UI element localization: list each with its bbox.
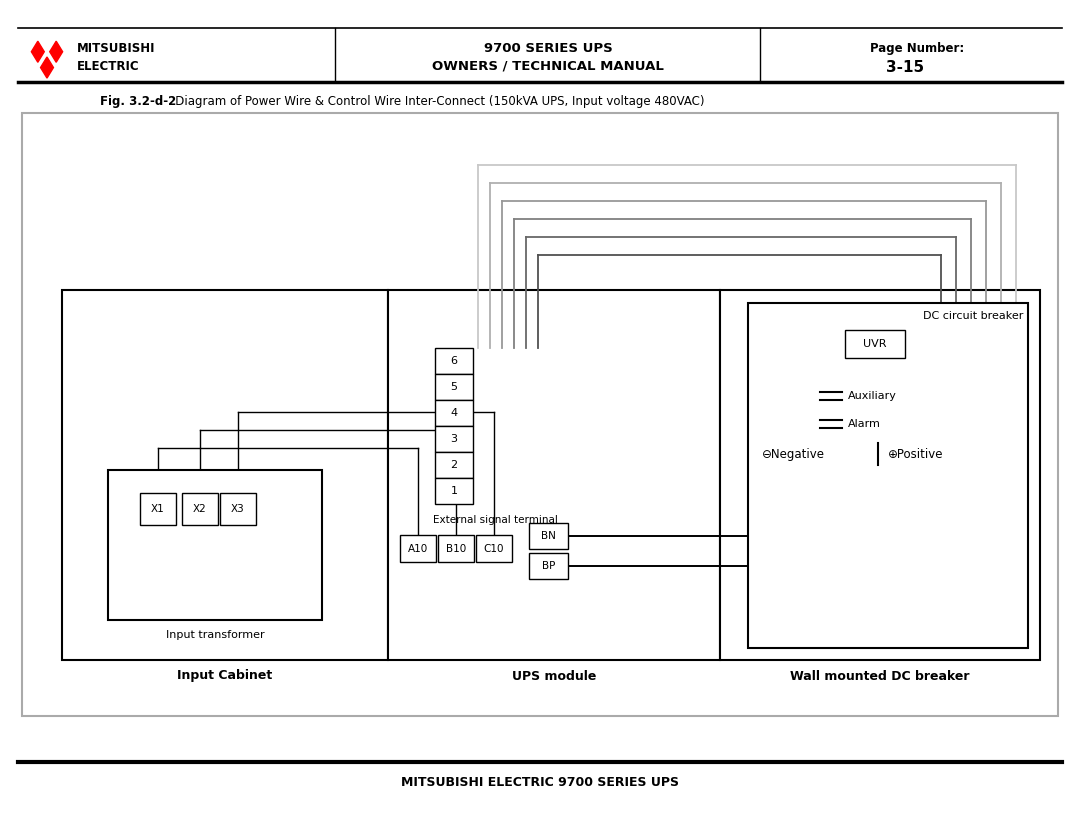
Polygon shape [31, 41, 44, 63]
Text: 3-15: 3-15 [886, 59, 924, 74]
Text: Alarm: Alarm [848, 419, 881, 429]
Polygon shape [50, 41, 63, 63]
Text: DC circuit breaker: DC circuit breaker [922, 311, 1023, 321]
Text: Fig. 3.2-d-2: Fig. 3.2-d-2 [100, 94, 176, 108]
Text: A10: A10 [408, 544, 428, 554]
Bar [748, 303, 1028, 648]
Text: 6: 6 [450, 356, 458, 366]
Bar [435, 478, 473, 504]
Bar [435, 348, 473, 374]
Text: Page Number:: Page Number: [870, 42, 964, 54]
Text: Input Cabinet: Input Cabinet [177, 670, 272, 682]
Text: OWNERS / TECHNICAL MANUAL: OWNERS / TECHNICAL MANUAL [432, 59, 664, 73]
Bar [438, 535, 474, 562]
Text: X3: X3 [231, 504, 245, 514]
Polygon shape [41, 57, 54, 78]
Text: 5: 5 [450, 382, 458, 392]
Text: Wall mounted DC breaker: Wall mounted DC breaker [791, 670, 970, 682]
Bar [183, 493, 218, 525]
Text: Diagram of Power Wire & Control Wire Inter-Connect (150kVA UPS, Input voltage 48: Diagram of Power Wire & Control Wire Int… [164, 94, 704, 108]
Bar [845, 330, 905, 358]
Text: B10: B10 [446, 544, 467, 554]
Bar [435, 426, 473, 452]
Text: ELECTRIC: ELECTRIC [77, 59, 139, 73]
Text: X1: X1 [151, 504, 165, 514]
Text: 4: 4 [450, 408, 458, 418]
Bar [720, 290, 1040, 660]
Text: Auxiliary: Auxiliary [848, 391, 896, 401]
Bar [529, 553, 568, 579]
Text: UPS module: UPS module [512, 670, 596, 682]
Text: 2: 2 [450, 460, 458, 470]
Bar [529, 523, 568, 549]
Bar [22, 113, 1058, 716]
Bar [62, 290, 388, 660]
Bar [435, 374, 473, 400]
Text: MITSUBISHI ELECTRIC 9700 SERIES UPS: MITSUBISHI ELECTRIC 9700 SERIES UPS [401, 776, 679, 788]
Text: External signal terminal: External signal terminal [433, 515, 558, 525]
Text: ⊕Positive: ⊕Positive [888, 448, 944, 460]
Text: Input transformer: Input transformer [165, 630, 265, 640]
Text: C10: C10 [484, 544, 504, 554]
Bar [435, 452, 473, 478]
Bar [400, 535, 436, 562]
Text: UVR: UVR [863, 339, 887, 349]
Bar [435, 400, 473, 426]
Text: 3: 3 [450, 434, 458, 444]
Text: BN: BN [541, 531, 556, 541]
Text: 1: 1 [450, 486, 458, 496]
Text: X2: X2 [193, 504, 207, 514]
Text: MITSUBISHI: MITSUBISHI [77, 42, 156, 54]
Bar [108, 470, 322, 620]
Bar [476, 535, 512, 562]
Text: ⊖Negative: ⊖Negative [762, 448, 825, 460]
Bar [220, 493, 256, 525]
Text: BP: BP [542, 561, 555, 571]
Bar [140, 493, 176, 525]
Bar [388, 290, 720, 660]
Text: 9700 SERIES UPS: 9700 SERIES UPS [484, 42, 612, 54]
